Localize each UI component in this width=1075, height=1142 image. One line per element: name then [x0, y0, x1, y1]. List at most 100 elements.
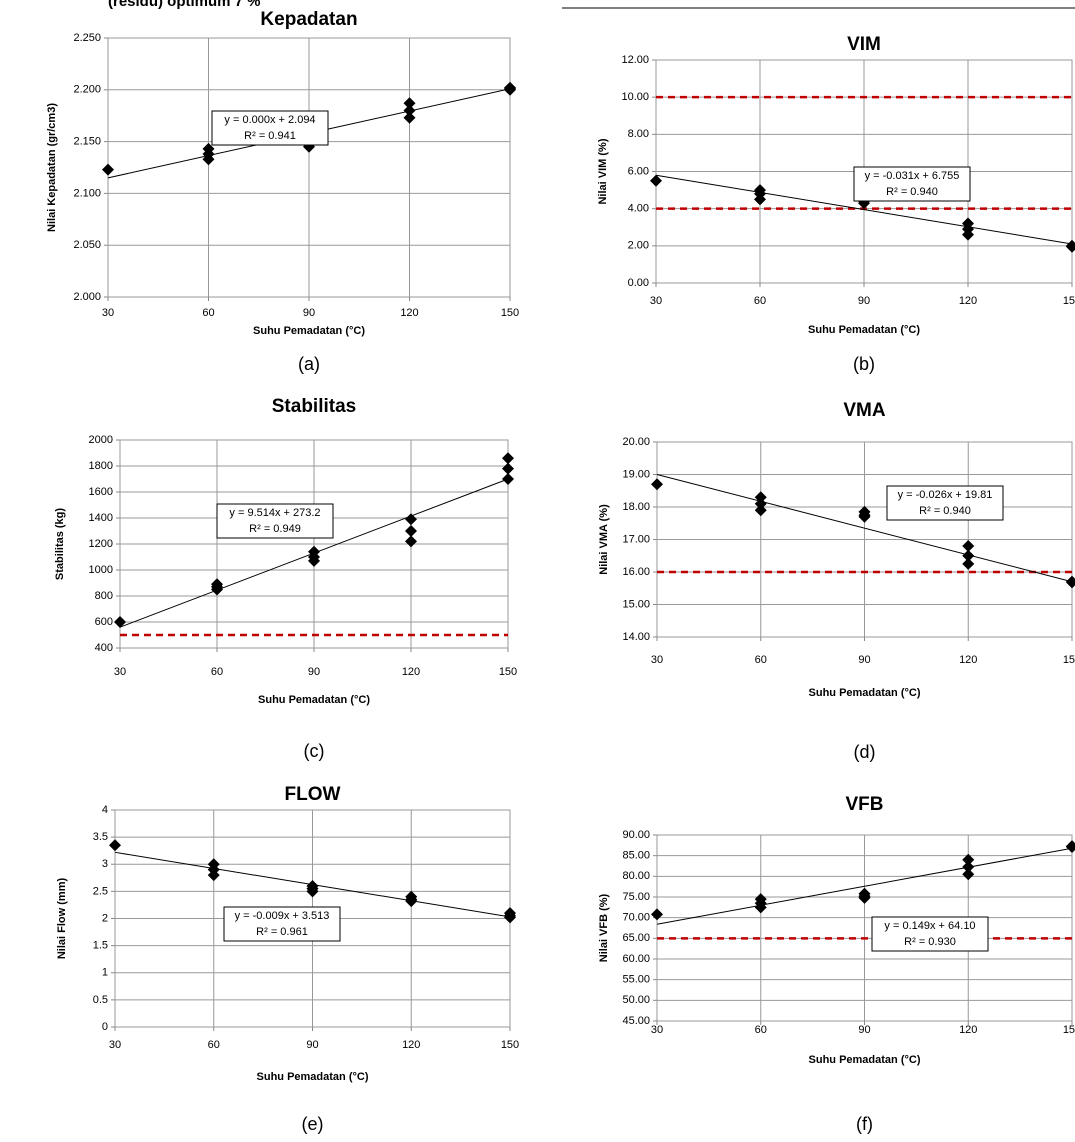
x-axis-label: Suhu Pemadatan (°C) — [809, 1054, 921, 1066]
y-tick-label: 0 — [102, 1021, 108, 1033]
y-tick-label: 2.00 — [628, 240, 649, 252]
x-tick-label: 120 — [959, 295, 977, 307]
equation-box — [223, 906, 341, 942]
page-fragment-text: (residu) optimum 7 % — [108, 0, 261, 10]
data-point — [207, 869, 220, 882]
chart-title: FLOW — [285, 784, 341, 805]
x-tick-label: 90 — [858, 654, 870, 666]
trendline — [656, 847, 1073, 925]
chart: 0 0.5 1 1.5 2 2.5 3 3.5 4 30 60 90 120 150 y = -0.009x… — [56, 784, 519, 1134]
x-tick-label: 120 — [402, 1039, 420, 1051]
data-point — [502, 473, 514, 485]
chart: 2.000 2.050 2.100 2.150 2.200 2.250 30 60 90 120 1… — [46, 9, 519, 374]
caption: (b) — [853, 354, 875, 374]
x-tick-label: 90 — [858, 295, 870, 307]
x-tick-label: 120 — [959, 654, 977, 666]
data-point — [651, 908, 663, 921]
x-tick-label: 60 — [208, 1039, 220, 1051]
y-tick-label: 12.00 — [621, 54, 649, 66]
x-axis-label: Suhu Pemadatan (°C) — [257, 1071, 369, 1083]
equation-text: y = -0.031x + 6.755 — [865, 170, 960, 182]
data-point — [754, 193, 766, 206]
y-tick-label: 1400 — [89, 512, 113, 524]
equation-text: y = 0.149x + 64.10 — [884, 920, 975, 932]
caption: (f) — [856, 1114, 873, 1134]
x-tick-label: 30 — [109, 1039, 121, 1051]
data-point — [109, 839, 121, 852]
y-axis-label: Nilai VIM (%) — [597, 138, 609, 204]
y-tick-label: 10.00 — [621, 91, 649, 103]
y-tick-label: 75.00 — [622, 891, 650, 903]
y-tick-label: 2.200 — [73, 84, 101, 96]
y-tick-label: 2.250 — [73, 32, 101, 44]
y-axis-label: Stabilitas (kg) — [54, 508, 66, 580]
data-point — [651, 478, 663, 491]
equation-text: y = -0.009x + 3.513 — [235, 910, 330, 922]
equation-box — [216, 503, 334, 539]
equation-text: y = 9.514x + 273.2 — [229, 507, 320, 519]
x-tick-label: 30 — [650, 295, 662, 307]
equation-box — [886, 485, 1004, 521]
x-tick-label: 150 — [499, 666, 517, 678]
x-tick-label: 60 — [754, 295, 766, 307]
data-point — [962, 557, 975, 570]
y-tick-label: 1600 — [89, 486, 113, 498]
chart: 0.00 2.00 4.00 6.00 8.00 10.00 12.00 30 60 90 120 1… — [597, 34, 1075, 374]
data-point — [1066, 239, 1075, 252]
x-tick-label: 150 — [1063, 1024, 1075, 1036]
equation-text: y = 0.000x + 2.094 — [224, 114, 315, 126]
y-axis-label: Nilai VMA (%) — [598, 504, 610, 575]
y-tick-label: 17.00 — [622, 533, 650, 545]
data-point — [962, 549, 975, 562]
y-axis-label: Nilai VFB (%) — [598, 893, 610, 962]
data-point — [211, 583, 223, 596]
y-tick-label: 600 — [95, 616, 113, 628]
y-tick-label: 2.000 — [73, 291, 101, 303]
trendline — [656, 474, 1073, 583]
data-point — [114, 616, 126, 628]
y-tick-label: 8.00 — [628, 128, 649, 140]
equation-text: R² = 0.961 — [256, 926, 308, 938]
data-point — [306, 885, 319, 898]
y-tick-label: 15.00 — [622, 598, 650, 610]
data-point — [754, 901, 767, 914]
y-tick-label: 800 — [95, 590, 113, 602]
y-tick-label: 2.150 — [73, 136, 101, 148]
x-tick-label: 30 — [114, 666, 126, 678]
caption: (a) — [298, 354, 320, 374]
y-tick-label: 65.00 — [622, 932, 650, 944]
y-tick-label: 20.00 — [622, 436, 650, 448]
data-point — [962, 868, 975, 881]
y-tick-label: 1000 — [89, 564, 113, 576]
data-point — [403, 111, 416, 124]
x-tick-label: 150 — [501, 307, 519, 319]
x-tick-label: 150 — [1063, 295, 1075, 307]
y-axis-label: Nilai Flow (mm) — [56, 878, 68, 960]
x-tick-label: 30 — [651, 1024, 663, 1036]
y-tick-label: 1800 — [89, 460, 113, 472]
y-tick-label: 400 — [95, 642, 113, 654]
y-tick-label: 19.00 — [622, 468, 650, 480]
data-point — [102, 163, 114, 176]
data-point — [962, 540, 975, 552]
chart-title: Stabilitas — [272, 396, 356, 417]
equation-box — [853, 166, 971, 202]
data-point — [858, 510, 871, 523]
y-tick-label: 2.100 — [73, 187, 101, 199]
caption: (d) — [854, 742, 876, 762]
data-point — [650, 174, 662, 187]
caption: (e) — [302, 1114, 324, 1134]
equation-text: R² = 0.941 — [244, 130, 296, 142]
y-tick-label: 3 — [102, 858, 108, 870]
x-tick-label: 90 — [858, 1024, 870, 1036]
y-axis-label: Nilai Kepadatan (gr/cm3) — [46, 103, 58, 232]
data-point — [405, 535, 417, 548]
data-point — [962, 860, 975, 873]
equation-text: R² = 0.940 — [886, 186, 938, 198]
x-tick-label: 90 — [306, 1039, 318, 1051]
chart: 400 600 800 1000 1200 1400 1600 1800 2000 30 60 90 1… — [54, 396, 517, 761]
equation-box — [871, 916, 989, 952]
y-tick-label: 60.00 — [622, 953, 650, 965]
y-tick-label: 0.5 — [93, 994, 108, 1006]
data-point — [405, 513, 417, 526]
